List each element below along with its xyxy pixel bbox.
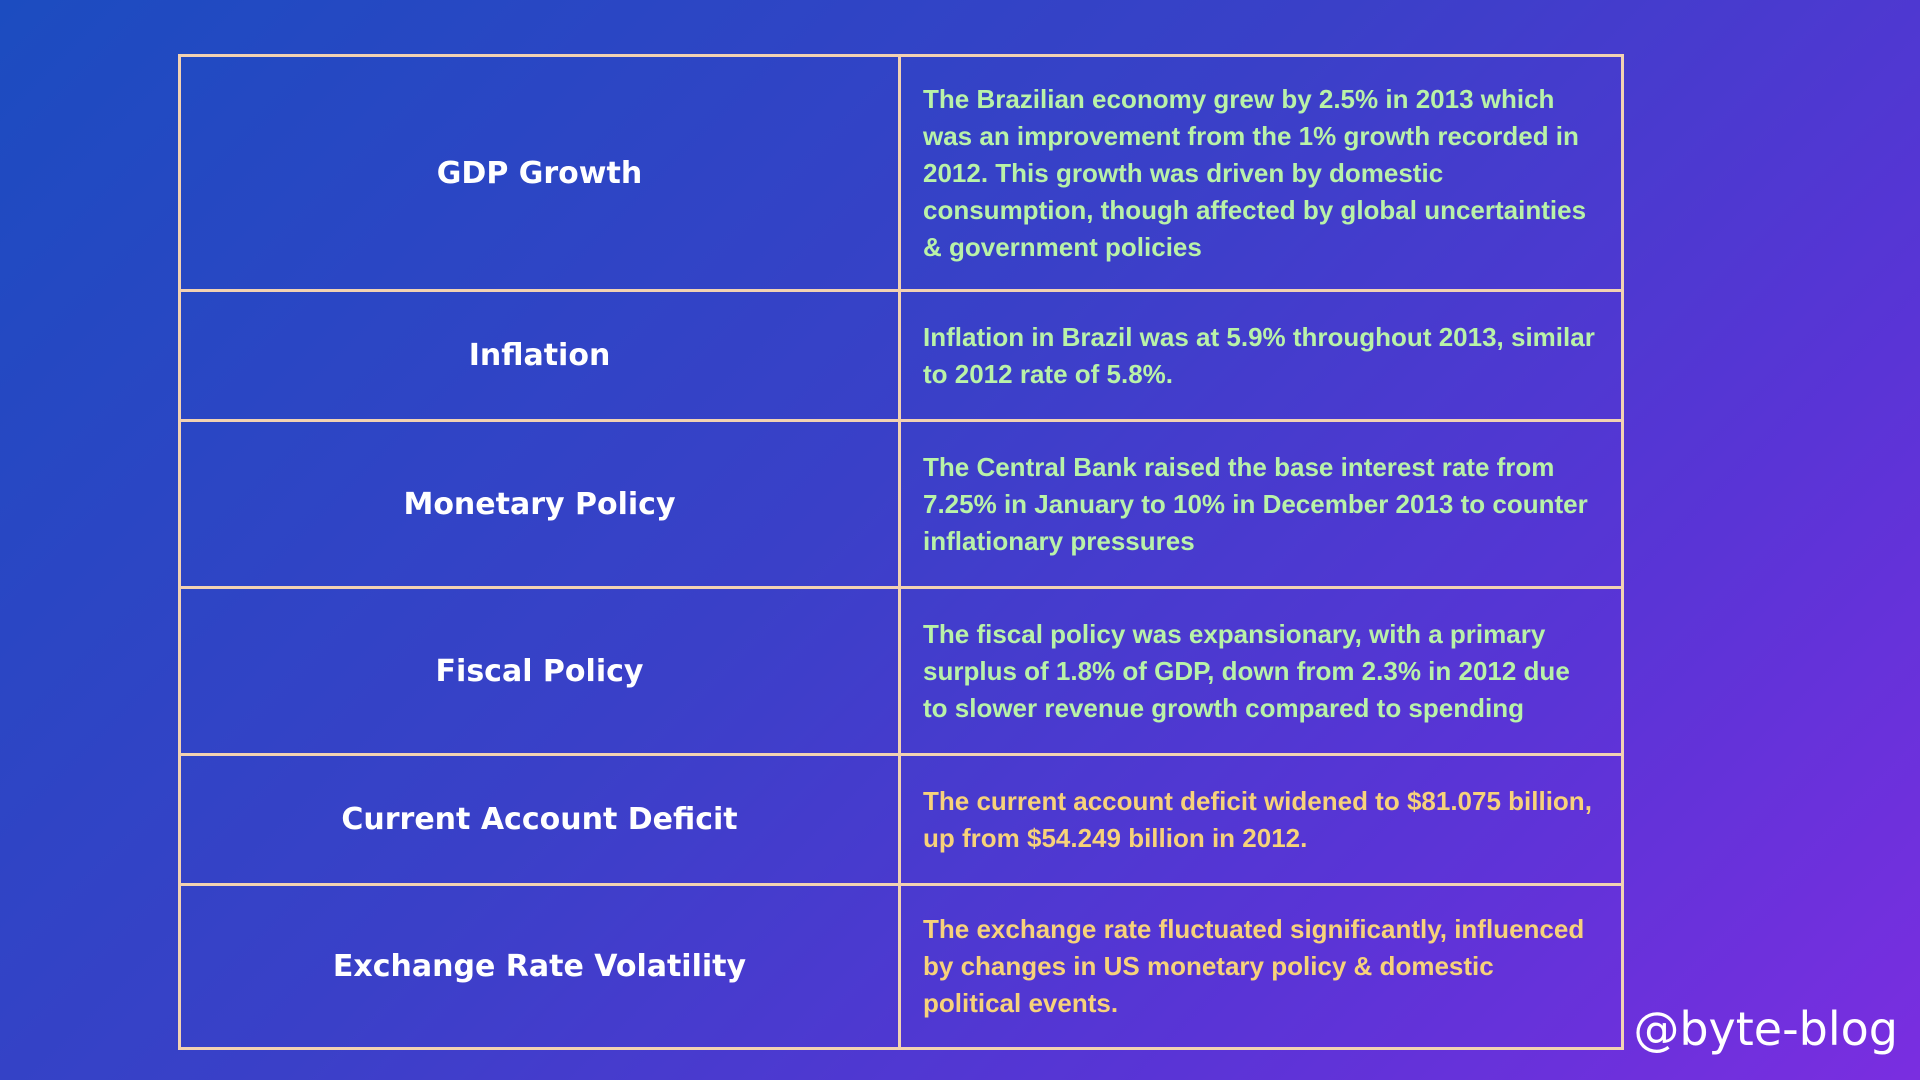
row-description: The Central Bank raised the base interes… — [923, 451, 1588, 556]
row-label: GDP Growth — [181, 57, 901, 289]
table-row-current-account-deficit: Current Account Deficit The current acco… — [181, 756, 1621, 886]
row-label: Current Account Deficit — [181, 756, 901, 883]
table-row-inflation: Inflation Inflation in Brazil was at 5.9… — [181, 292, 1621, 422]
table-row-gdp-growth: GDP Growth The Brazilian economy grew by… — [181, 57, 1621, 292]
watermark-handle: @byte-blog — [1633, 1002, 1898, 1056]
row-description: Inflation in Brazil was at 5.9% througho… — [923, 321, 1595, 389]
row-label: Fiscal Policy — [181, 589, 901, 753]
row-label: Inflation — [181, 292, 901, 419]
table-row-fiscal-policy: Fiscal Policy The fiscal policy was expa… — [181, 589, 1621, 756]
row-description: The Brazilian economy grew by 2.5% in 20… — [923, 83, 1587, 262]
row-description: The fiscal policy was expansionary, with… — [923, 618, 1570, 723]
row-label: Exchange Rate Volatility — [181, 886, 901, 1047]
row-description: The exchange rate fluctuated significant… — [923, 914, 1585, 1018]
table-row-exchange-rate-volatility: Exchange Rate Volatility The exchange ra… — [181, 886, 1621, 1047]
table-row-monetary-policy: Monetary Policy The Central Bank raised … — [181, 422, 1621, 589]
row-description: The current account deficit widened to $… — [923, 785, 1592, 853]
economic-indicators-table: GDP Growth The Brazilian economy grew by… — [178, 54, 1624, 1050]
row-label: Monetary Policy — [181, 422, 901, 586]
